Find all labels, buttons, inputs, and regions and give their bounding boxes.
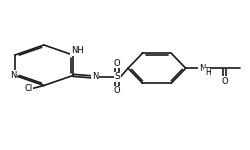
Text: N: N [198,64,204,73]
Text: N: N [198,64,204,73]
Text: Cl: Cl [25,84,33,93]
Text: O: O [114,86,120,95]
Text: NH: NH [70,46,83,55]
Text: S: S [114,72,119,81]
Text: N: N [10,71,16,80]
Text: N: N [92,72,98,81]
Text: O: O [220,77,227,86]
Text: H: H [204,68,210,77]
Text: O: O [114,59,120,68]
